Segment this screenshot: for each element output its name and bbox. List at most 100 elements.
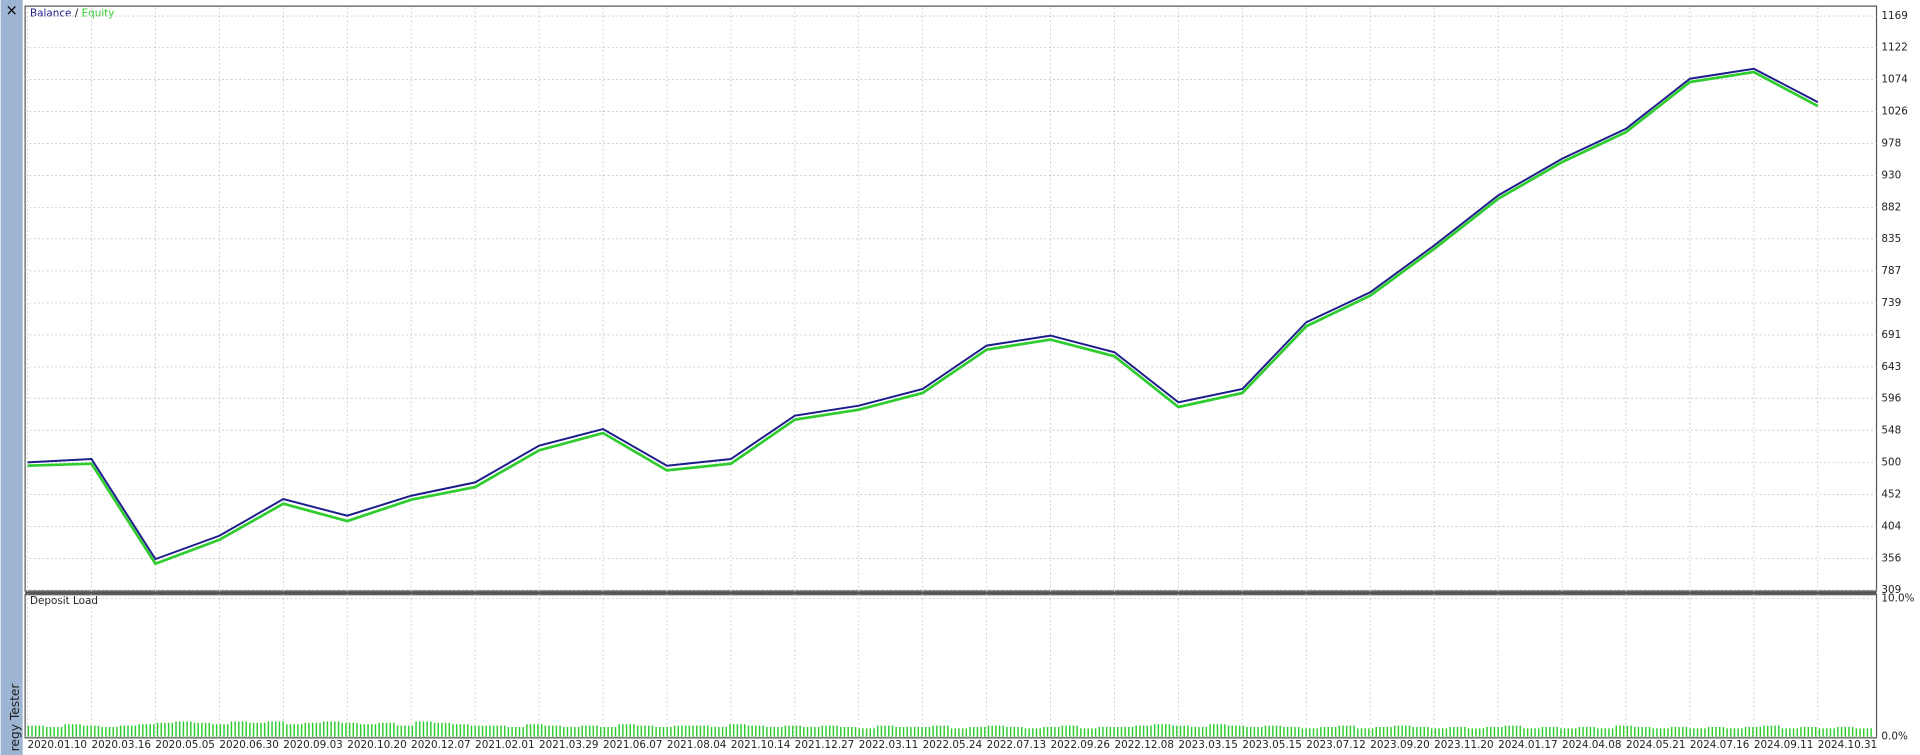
load-bar — [145, 724, 148, 737]
x-tick-label: 2024.10.31 — [1818, 739, 1878, 751]
load-bar — [75, 724, 78, 737]
load-bar — [1213, 724, 1215, 737]
load-bar — [134, 725, 137, 737]
series-line — [27, 67, 1819, 561]
load-bar — [1523, 728, 1525, 737]
load-bar — [969, 726, 971, 737]
load-bar — [1759, 726, 1762, 737]
load-bar — [1560, 728, 1562, 737]
load-bar — [1848, 726, 1850, 737]
load-bar — [1586, 726, 1588, 737]
load-bar — [1131, 726, 1134, 737]
x-tick-label: 2021.10.14 — [731, 739, 791, 751]
load-bar — [876, 725, 879, 737]
load-bar — [105, 726, 107, 737]
y-tick-label: 882 — [1881, 202, 1901, 214]
load-bar — [1866, 728, 1869, 737]
load-bar — [1032, 728, 1034, 737]
load-bar — [755, 725, 757, 737]
load-bar — [1113, 726, 1115, 737]
load-bar — [1552, 726, 1555, 737]
y-tick-label: 309 — [1881, 584, 1901, 596]
legend-separator: / — [75, 7, 79, 19]
load-bar — [1057, 726, 1060, 737]
load-bar — [526, 724, 528, 737]
deposit-panel — [24, 594, 1878, 739]
y-tick-label: 0.0% — [1881, 731, 1908, 743]
load-bar — [699, 725, 702, 737]
load-bar — [548, 725, 550, 737]
load-bar — [640, 725, 643, 737]
load-bar — [341, 722, 343, 737]
load-bar — [1024, 728, 1027, 737]
load-bar — [448, 722, 451, 737]
load-bar — [891, 725, 894, 737]
y-tick-label: 835 — [1881, 233, 1901, 245]
load-bar — [359, 724, 362, 737]
load-bar — [1449, 726, 1451, 737]
load-bar — [1541, 726, 1544, 737]
load-bar — [618, 724, 620, 737]
load-bar — [1730, 728, 1732, 737]
load-bar — [825, 725, 827, 737]
load-bar — [1589, 726, 1592, 737]
x-tick-label: 2023.07.12 — [1306, 739, 1366, 751]
load-bar — [308, 722, 310, 737]
x-tick-label: 2021.06.07 — [603, 739, 662, 751]
load-bar — [540, 724, 543, 737]
load-bar — [574, 726, 576, 737]
load-bar — [1837, 726, 1839, 737]
load-bar — [34, 725, 37, 737]
load-bar — [910, 726, 912, 737]
load-bar — [1733, 728, 1736, 737]
load-bar — [1851, 726, 1854, 737]
load-bar — [1342, 725, 1344, 737]
y-tick-label: 643 — [1881, 361, 1901, 373]
load-bar — [1168, 724, 1171, 737]
load-bar — [507, 726, 510, 737]
load-bar — [515, 726, 517, 737]
y-tick-label: 1074 — [1881, 73, 1908, 85]
load-bar — [732, 724, 735, 737]
close-button[interactable]: × — [6, 2, 18, 19]
x-tick-label: 2023.03.15 — [1178, 739, 1238, 751]
load-bar — [1678, 726, 1680, 737]
load-bar — [1482, 728, 1485, 737]
load-bar — [1715, 726, 1717, 737]
load-bar — [511, 726, 513, 737]
load-bar — [710, 726, 713, 737]
x-tick-label: 2023.05.15 — [1242, 739, 1302, 751]
load-bar — [1748, 726, 1750, 737]
load-bar — [492, 725, 495, 737]
load-bar — [1187, 725, 1189, 737]
load-bar — [1338, 725, 1341, 737]
load-bar — [1264, 725, 1267, 737]
load-bar — [873, 728, 875, 737]
load-bar — [1390, 726, 1392, 737]
load-bar — [1153, 724, 1156, 737]
load-bar — [777, 726, 779, 737]
load-bar — [1257, 726, 1259, 737]
load-bar — [171, 722, 174, 737]
load-bar — [1689, 728, 1691, 737]
load-bar — [688, 725, 691, 737]
load-bar — [271, 721, 273, 737]
load-bar — [1002, 725, 1004, 737]
sidebar — [0, 0, 23, 755]
y-tick-label: 452 — [1881, 488, 1901, 500]
load-bar — [396, 725, 399, 737]
load-bar — [263, 722, 266, 737]
load-bar — [703, 725, 705, 737]
load-bar — [1035, 728, 1038, 737]
load-bar — [740, 724, 742, 737]
load-bar — [1368, 728, 1370, 737]
x-tick-label: 2022.09.26 — [1051, 739, 1111, 751]
load-bar — [289, 724, 292, 737]
load-bar — [1515, 725, 1518, 737]
load-bar — [1261, 726, 1263, 737]
load-bar — [407, 725, 410, 737]
load-bar — [337, 721, 340, 737]
load-bar — [1105, 726, 1108, 737]
x-tick-label: 2022.07.13 — [987, 739, 1046, 751]
load-bar — [707, 725, 709, 737]
